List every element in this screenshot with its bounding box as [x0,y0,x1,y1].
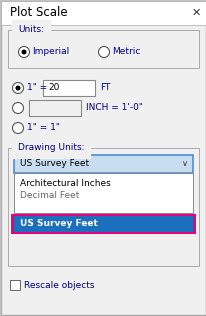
Text: US Survey Feet: US Survey Feet [20,220,97,228]
Bar [14,155,192,173]
Bar [8,30,198,68]
Text: Drawing Units:: Drawing Units: [18,143,84,153]
Bar [11,214,195,234]
Bar [1,1,205,25]
Text: Decimal Feet: Decimal Feet [20,191,79,199]
Text: Imperial: Imperial [32,47,69,57]
Text: FT: FT [99,83,110,93]
Text: 1" =: 1" = [27,83,47,93]
Circle shape [12,102,23,113]
Text: INCH = 1'-0": INCH = 1'-0" [85,104,142,112]
Text: Architectural Inches: Architectural Inches [20,179,110,187]
Circle shape [15,86,20,90]
Text: 1" = 1": 1" = 1" [27,124,60,132]
Bar [14,216,192,232]
Circle shape [18,46,29,58]
Text: Units:: Units: [18,26,44,34]
Bar [8,148,198,266]
Text: Metric: Metric [111,47,140,57]
Bar [29,100,81,116]
Circle shape [98,46,109,58]
Circle shape [12,82,23,94]
Circle shape [21,50,26,54]
Text: Rescale objects: Rescale objects [24,281,94,289]
Text: Plot Scale: Plot Scale [10,7,67,20]
Circle shape [12,123,23,133]
Text: US Survey Feet: US Survey Feet [20,160,89,168]
Bar [14,173,192,213]
Text: 20: 20 [48,83,59,93]
Bar [43,80,95,96]
Text: ✕: ✕ [190,8,200,18]
Text: ∨: ∨ [181,160,187,168]
Bar [10,280,20,290]
